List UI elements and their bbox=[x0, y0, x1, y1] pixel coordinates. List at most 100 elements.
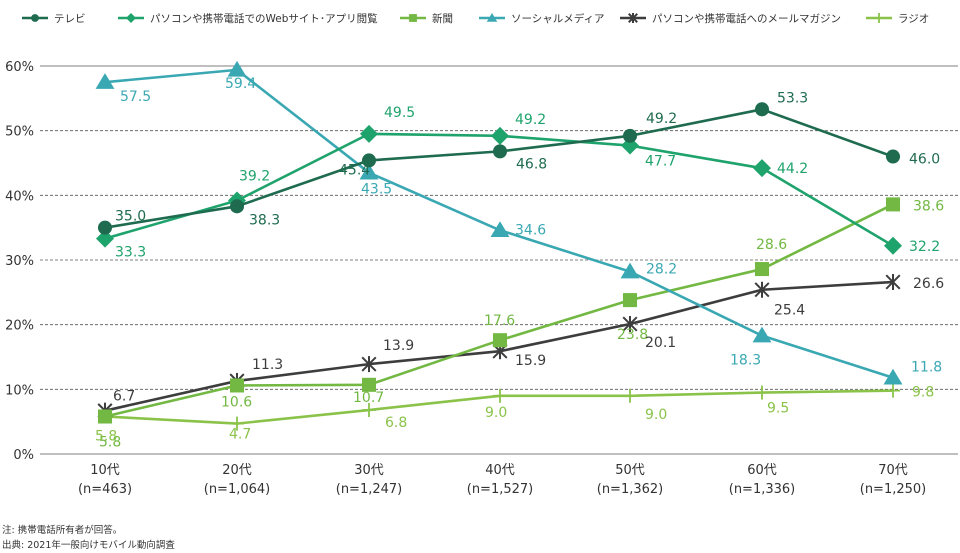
x-tick-label: 60代(n=1,336) bbox=[729, 463, 796, 497]
data-point bbox=[754, 262, 770, 277]
data-label: 9.5 bbox=[767, 401, 789, 417]
data-label: 10.7 bbox=[353, 390, 384, 406]
data-label: 33.3 bbox=[115, 245, 146, 261]
y-tick-label: 20% bbox=[5, 319, 34, 334]
data-point bbox=[752, 326, 772, 343]
y-tick-label: 30% bbox=[5, 254, 34, 269]
data-label: 53.3 bbox=[777, 90, 808, 106]
data-point bbox=[361, 153, 377, 168]
data-label: 25.4 bbox=[774, 303, 805, 319]
data-label: 43.5 bbox=[361, 182, 392, 198]
legend-item: ソーシャルメディア bbox=[479, 12, 605, 25]
data-label: 26.6 bbox=[913, 276, 944, 292]
notes: 注: 携帯電話所有者が回答。 出典: 2021年一般向けモバイル動向調査 bbox=[2, 524, 175, 551]
x-tick-label: 30代(n=1,247) bbox=[336, 463, 403, 497]
data-point bbox=[227, 60, 247, 77]
data-point bbox=[622, 316, 638, 333]
data-label: 10.6 bbox=[221, 394, 252, 410]
legend-item: ラジオ bbox=[866, 13, 929, 25]
data-label: 46.0 bbox=[909, 152, 940, 168]
data-point bbox=[359, 163, 379, 180]
series bbox=[95, 60, 903, 385]
data-point bbox=[362, 403, 376, 418]
data-point bbox=[492, 333, 508, 348]
series bbox=[98, 383, 900, 431]
data-point bbox=[620, 262, 640, 279]
data-point bbox=[755, 385, 769, 400]
data-point bbox=[97, 220, 113, 235]
data-point bbox=[95, 73, 115, 89]
data-point bbox=[884, 236, 902, 255]
y-tick-label: 40% bbox=[5, 189, 34, 204]
data-point bbox=[622, 128, 638, 143]
x-tick-label: 50代(n=1,362) bbox=[597, 463, 664, 497]
data-label: 28.6 bbox=[756, 237, 787, 253]
series bbox=[97, 197, 901, 424]
series-group bbox=[95, 60, 903, 431]
data-point bbox=[754, 102, 770, 117]
data-label: 15.9 bbox=[515, 353, 546, 369]
data-point bbox=[361, 377, 377, 392]
data-point bbox=[753, 159, 771, 178]
data-point bbox=[229, 378, 245, 393]
data-point bbox=[361, 356, 377, 373]
data-point bbox=[97, 409, 113, 424]
data-label: 23.8 bbox=[617, 327, 648, 343]
data-point bbox=[96, 229, 114, 248]
data-label: 38.3 bbox=[249, 212, 280, 228]
data-label: 38.6 bbox=[913, 198, 944, 214]
legend-label: テレビ bbox=[54, 13, 86, 25]
data-label: 49.5 bbox=[384, 105, 415, 121]
x-tick-label: 20代(n=1,064) bbox=[204, 463, 271, 497]
data-label: 6.7 bbox=[113, 389, 135, 405]
data-label: 6.8 bbox=[385, 415, 407, 431]
legend-item: 新聞 bbox=[400, 12, 453, 25]
data-label: 11.8 bbox=[911, 360, 942, 376]
x-tick-label: 40代(n=1,527) bbox=[467, 463, 534, 497]
data-label: 5.8 bbox=[95, 428, 117, 444]
data-point bbox=[885, 197, 901, 212]
data-point bbox=[490, 221, 510, 238]
data-label: 59.4 bbox=[225, 76, 256, 92]
data-label: 44.2 bbox=[777, 161, 808, 177]
legend-label: 新聞 bbox=[432, 12, 453, 25]
data-label: 17.6 bbox=[484, 313, 515, 329]
x-tick-label: 10代(n=463) bbox=[78, 463, 132, 497]
legend-label: ラジオ bbox=[898, 13, 929, 25]
data-label: 47.7 bbox=[645, 154, 676, 170]
data-point bbox=[493, 388, 507, 403]
data-label: 45.4 bbox=[339, 162, 370, 178]
note-source: 出典: 2021年一般向けモバイル動向調査 bbox=[2, 539, 175, 551]
data-label: 9.8 bbox=[912, 385, 934, 401]
data-label: 5.8 bbox=[99, 434, 121, 450]
data-label: 34.6 bbox=[515, 222, 546, 238]
y-tick-label: 50% bbox=[5, 125, 34, 140]
data-point bbox=[229, 199, 245, 214]
data-point bbox=[491, 126, 509, 145]
y-tick-label: 60% bbox=[5, 60, 34, 75]
data-point bbox=[883, 368, 903, 385]
x-axis: 10代(n=463) 20代(n=1,064) 30代(n=1,247) 40代(n=… bbox=[78, 463, 926, 497]
series bbox=[97, 102, 901, 235]
data-point bbox=[885, 273, 901, 290]
legend-label: ソーシャルメディア bbox=[511, 12, 605, 25]
legend-marker bbox=[486, 13, 498, 22]
y-tick-label: 10% bbox=[5, 383, 34, 398]
data-point bbox=[230, 416, 244, 431]
legend-item: パソコンや携帯電話でのWebサイト･アプリ閲覧 bbox=[118, 12, 378, 25]
legend-marker bbox=[874, 13, 884, 23]
legend-marker bbox=[628, 13, 638, 23]
note-respondents: 注: 携帯電話所有者が回答。 bbox=[2, 524, 122, 536]
data-label: 49.2 bbox=[646, 111, 677, 127]
data-label: 13.9 bbox=[383, 338, 414, 354]
data-label: 57.5 bbox=[120, 89, 151, 105]
series-line bbox=[104, 108, 894, 229]
legend-marker bbox=[31, 14, 39, 22]
data-label: 39.2 bbox=[239, 169, 270, 185]
data-point bbox=[492, 144, 508, 159]
legend-item: パソコンや携帯電話へのメールマガジン bbox=[620, 12, 841, 25]
data-point bbox=[622, 293, 638, 308]
y-axis: 0% 10% 20% 30% 40% 50% 60% bbox=[5, 60, 34, 463]
data-label: 4.7 bbox=[229, 427, 251, 443]
